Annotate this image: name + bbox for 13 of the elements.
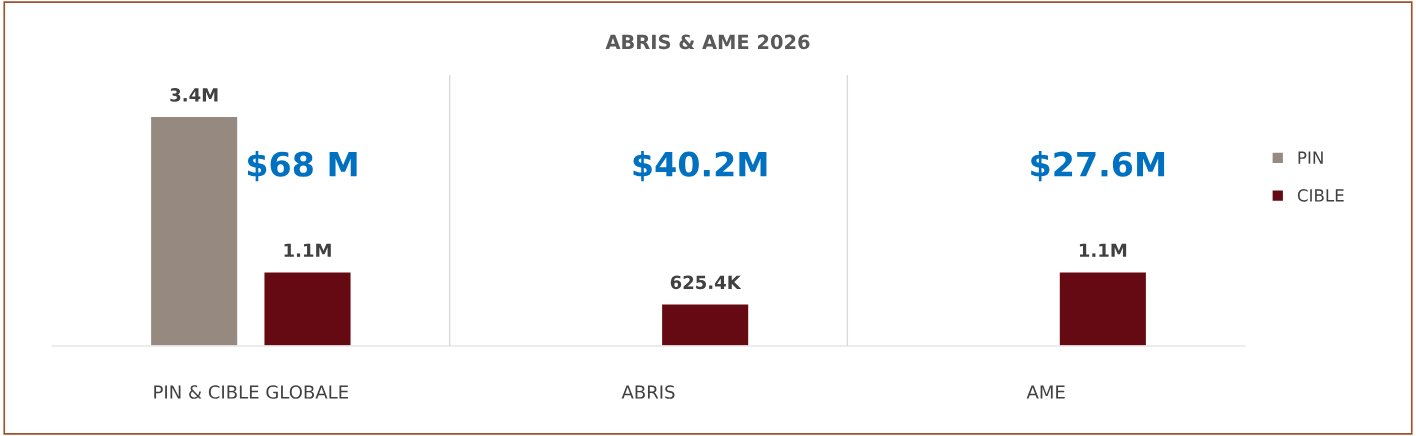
annotation: $68 M xyxy=(247,151,357,182)
annotation: $40.2M xyxy=(633,151,767,182)
chart-title: ABRIS & AME 2026 xyxy=(605,34,810,50)
x-tick-label: ABRIS xyxy=(621,385,675,399)
legend-label: CIBLE xyxy=(1297,189,1344,202)
annotation: $27.6M xyxy=(1031,151,1165,182)
data-label: 1.1M xyxy=(1079,243,1127,257)
x-tick-label: AME xyxy=(1026,385,1065,399)
data-label: 3.4M xyxy=(170,88,218,102)
data-label: 1.1M xyxy=(284,243,331,257)
legend-label: PIN xyxy=(1298,151,1323,164)
data-label: 625.4K xyxy=(670,275,742,290)
x-tick-label: PIN & CIBLE GLOBALE xyxy=(154,385,348,399)
